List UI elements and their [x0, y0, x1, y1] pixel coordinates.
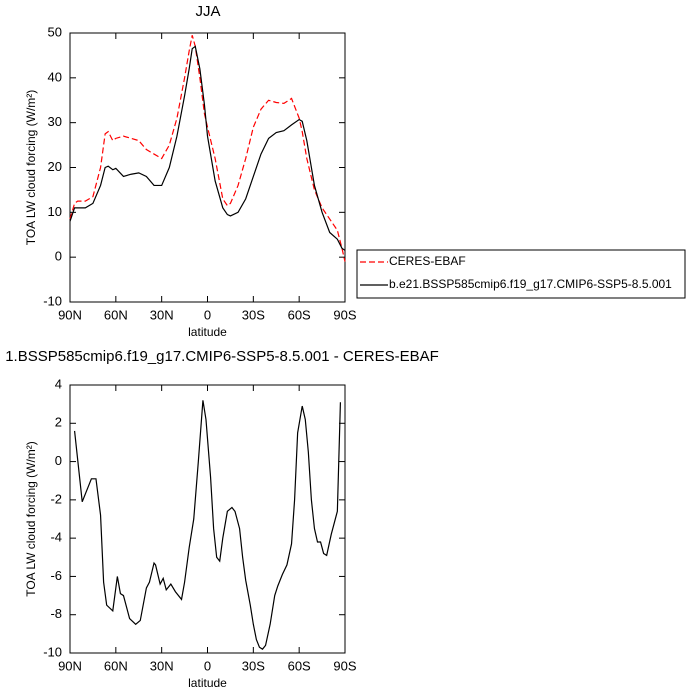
x-tick-label: 30N: [150, 307, 174, 322]
x-tick-label: 60N: [104, 658, 128, 673]
y-axis-label: TOA LW cloud forcing (W/m²): [24, 441, 38, 597]
x-tick-label: 90S: [333, 658, 356, 673]
y-tick-label: -4: [50, 530, 62, 545]
x-tick-label: 0: [204, 307, 211, 322]
data-line: [69, 45, 346, 251]
x-axis-label: latitude: [188, 676, 227, 690]
x-tick-label: 30S: [242, 658, 265, 673]
y-tick-label: 4: [55, 376, 62, 391]
y-tick-label: -2: [50, 491, 62, 506]
y-tick-label: 20: [48, 159, 62, 174]
x-tick-label: 30N: [150, 658, 174, 673]
x-tick-label: 30S: [242, 307, 265, 322]
y-tick-label: -6: [50, 568, 62, 583]
y-tick-label: -10: [43, 644, 62, 659]
y-tick-label: -10: [43, 293, 62, 308]
legend-box: [356, 249, 686, 299]
chart-title: 1.BSSP585cmip6.f19_g17.CMIP6-SSP5-8.5.00…: [5, 348, 439, 365]
chart-title: JJA: [195, 3, 220, 20]
x-tick-label: 60N: [104, 307, 128, 322]
y-tick-label: 50: [48, 24, 62, 39]
y-tick-label: 30: [48, 114, 62, 129]
y-tick-label: 0: [55, 249, 62, 264]
y-tick-label: -8: [50, 606, 62, 621]
x-tick-label: 90S: [333, 307, 356, 322]
y-tick-label: 0: [55, 453, 62, 468]
y-axis-label: TOA LW cloud forcing (W/m²): [24, 90, 38, 246]
legend-label: CERES-EBAF: [389, 254, 466, 268]
x-tick-label: 90N: [58, 658, 82, 673]
x-tick-label: 60S: [288, 658, 311, 673]
data-line: [69, 35, 346, 262]
y-tick-label: 2: [55, 415, 62, 430]
x-tick-label: 90N: [58, 307, 82, 322]
data-line: [73, 400, 342, 650]
x-tick-label: 60S: [288, 307, 311, 322]
x-axis-label: latitude: [188, 325, 227, 339]
plot-frame: [69, 32, 346, 303]
x-tick-label: 0: [204, 658, 211, 673]
plot-frame: [69, 384, 346, 654]
legend-label: b.e21.BSSP585cmip6.f19_g17.CMIP6-SSP5-8.…: [389, 277, 672, 291]
y-tick-label: 10: [48, 204, 62, 219]
y-tick-label: 40: [48, 69, 62, 84]
